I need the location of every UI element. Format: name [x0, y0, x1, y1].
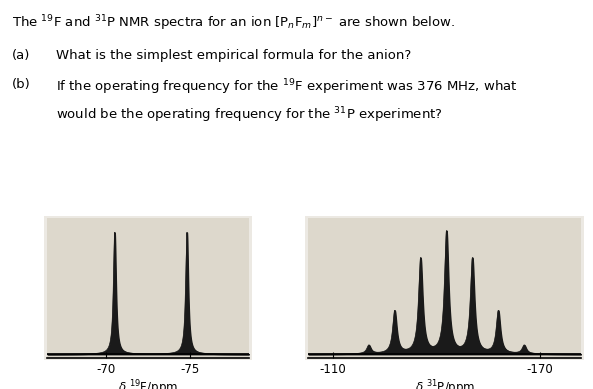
Text: (b): (b) [12, 78, 31, 91]
Text: The $^{19}$F and $^{31}$P NMR spectra for an ion [P$_n$F$_m$]$^{n-}$ are shown b: The $^{19}$F and $^{31}$P NMR spectra fo… [12, 14, 455, 33]
Text: (a): (a) [12, 49, 30, 61]
Text: would be the operating frequency for the $^{31}$P experiment?: would be the operating frequency for the… [56, 105, 443, 124]
X-axis label: $\delta\ ^{19}$F/ppm: $\delta\ ^{19}$F/ppm [118, 378, 178, 389]
Text: If the operating frequency for the $^{19}$F experiment was 376 MHz, what: If the operating frequency for the $^{19… [56, 78, 518, 97]
X-axis label: $\delta\ ^{31}$P/ppm: $\delta\ ^{31}$P/ppm [415, 378, 475, 389]
Text: What is the simplest empirical formula for the anion?: What is the simplest empirical formula f… [56, 49, 412, 61]
